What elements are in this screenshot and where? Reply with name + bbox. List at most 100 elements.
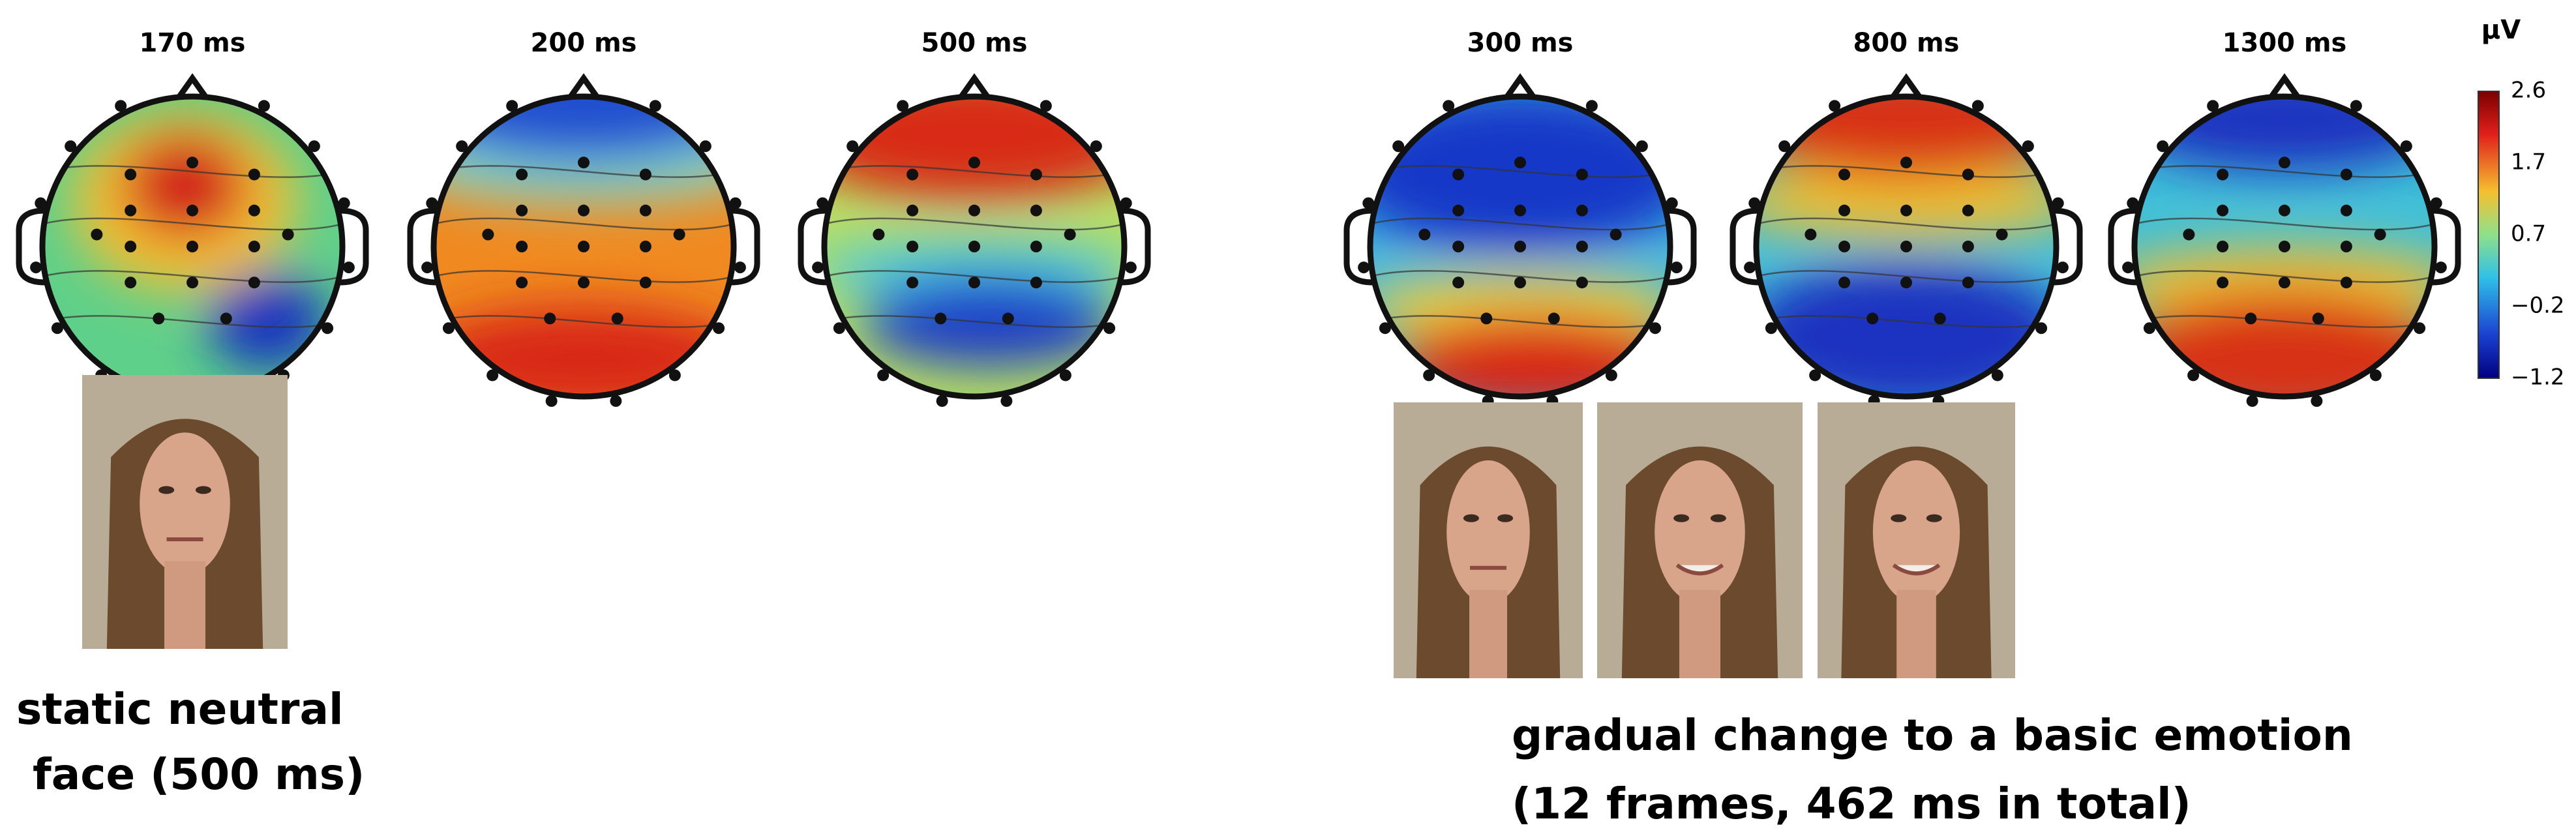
contour (434, 165, 734, 178)
contour (1370, 270, 1670, 283)
colorbar (2478, 91, 2500, 379)
electrode (248, 168, 260, 181)
electrode (2340, 241, 2352, 252)
electrode (220, 312, 232, 325)
rim-electrode (649, 100, 661, 112)
electrode (1996, 228, 2008, 241)
rim-electrode (30, 262, 42, 274)
electrode (2217, 241, 2229, 252)
rim-electrode (2187, 369, 2200, 382)
neck (1679, 590, 1720, 678)
topomap-label: 200 ms (531, 28, 637, 58)
face-photo (1818, 402, 2015, 678)
eye (1891, 514, 1907, 522)
ear (798, 207, 828, 286)
blob (1756, 164, 2056, 239)
electrode (1576, 277, 1588, 289)
face-photo (82, 375, 288, 649)
rim-electrode (1649, 322, 1662, 335)
topomap-label: 170 ms (140, 28, 246, 58)
electrode (187, 204, 198, 217)
colorbar-tick-label: 2.6 (2511, 78, 2546, 104)
electrode (2279, 241, 2290, 252)
electrode (1576, 241, 1588, 252)
rim-electrode (2311, 395, 2323, 407)
contour (2134, 315, 2434, 328)
electrode (1838, 277, 1851, 289)
electrode (1452, 241, 1465, 252)
contour (1756, 165, 2056, 178)
contour (42, 315, 342, 328)
rim-electrode (426, 197, 438, 209)
contour (434, 315, 734, 328)
contour (824, 315, 1124, 328)
electrode (1934, 312, 1946, 325)
electrode (2217, 277, 2229, 289)
contour (1756, 270, 2056, 283)
rim-electrode (816, 197, 829, 209)
rim-electrode (713, 322, 725, 335)
rim-electrode (1124, 262, 1137, 274)
eye (195, 486, 211, 494)
face-photo (1597, 402, 1803, 678)
rim-electrode (506, 100, 518, 112)
rim-electrode (2400, 140, 2412, 153)
electrode (968, 157, 980, 169)
rim-electrode (1765, 322, 1777, 335)
electrode (516, 168, 528, 181)
electrode (639, 241, 651, 252)
rim-electrode (1362, 197, 1375, 209)
electrode (516, 241, 528, 252)
blob (2134, 292, 2434, 397)
rim-electrode (734, 262, 746, 274)
electrode (2340, 204, 2352, 217)
electrode (1962, 241, 1974, 252)
face (1655, 460, 1745, 604)
rim-electrode (1809, 369, 1821, 382)
rim-electrode (1040, 100, 1052, 112)
electrode (906, 204, 919, 217)
electrode (153, 312, 165, 325)
electrode (2340, 168, 2352, 181)
ear (1730, 207, 1760, 286)
electrode (1514, 204, 1526, 217)
electrode (187, 157, 198, 169)
rim-electrode (2414, 322, 2426, 335)
electrode (906, 241, 919, 252)
rim-electrode (1829, 100, 1841, 112)
nose (2268, 73, 2301, 100)
scalp-map (824, 97, 1124, 397)
electrode (906, 168, 919, 181)
contour (2134, 217, 2434, 231)
electrode (2374, 228, 2386, 241)
neck (1896, 590, 1936, 678)
colorbar-tick-label: −1.2 (2511, 365, 2565, 391)
eye (1926, 514, 1942, 522)
ear (1343, 207, 1373, 286)
caption-dynamic-2: (12 frames, 462 ms in total) (1512, 779, 2191, 829)
rim-electrode (897, 100, 909, 112)
electrode (1480, 312, 1493, 325)
electrode (1514, 241, 1526, 252)
electrode (1900, 277, 1912, 289)
rim-electrode (258, 100, 270, 112)
rim-electrode (936, 395, 948, 407)
rim-electrode (338, 197, 350, 209)
electrode (187, 241, 198, 252)
mouth (1892, 563, 1941, 576)
rim-electrode (322, 322, 334, 335)
rim-electrode (729, 197, 741, 209)
ear (339, 207, 369, 286)
contour (434, 270, 734, 283)
blob (824, 97, 1124, 202)
topomap-label: 1300 ms (2223, 28, 2347, 58)
electrode (935, 312, 947, 325)
topomap: 170 ms (16, 28, 369, 407)
electrode (1030, 168, 1042, 181)
topomaps: 170 ms 200 ms 500 ms 300 ms 800 ms 1300 ms (16, 28, 2461, 407)
topomap-label: 800 ms (1853, 28, 1960, 58)
rim-electrode (846, 140, 859, 153)
rim-electrode (1392, 140, 1405, 153)
